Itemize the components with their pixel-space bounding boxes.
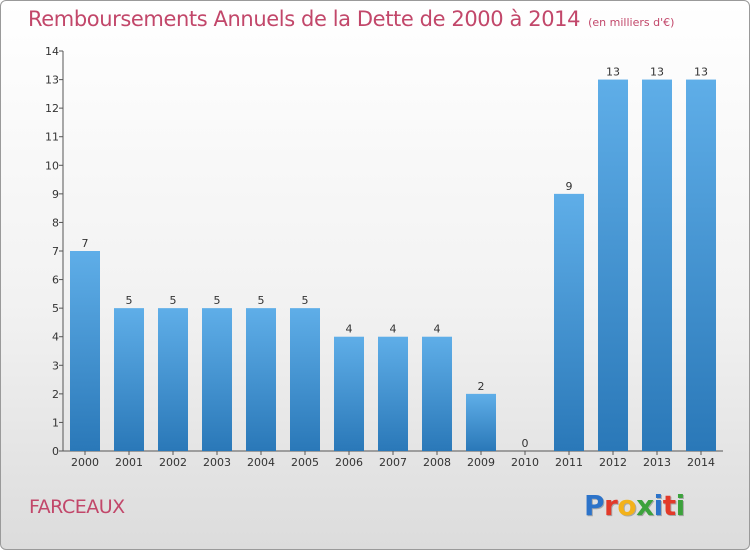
y-tick-label: 4	[52, 331, 59, 344]
bar-value-label: 5	[302, 294, 309, 307]
x-tick-label: 2007	[379, 456, 407, 469]
bar-value-label: 13	[694, 66, 708, 79]
bar-value-label: 7	[82, 237, 89, 250]
x-tick-label: 2008	[423, 456, 451, 469]
x-tick-label: 2014	[687, 456, 715, 469]
bar-value-label: 2	[478, 380, 485, 393]
y-tick-label: 5	[52, 302, 59, 315]
y-tick-label: 10	[45, 159, 59, 172]
bar	[290, 308, 320, 451]
x-tick-label: 2005	[291, 456, 319, 469]
bar	[246, 308, 276, 451]
bar-value-label: 13	[650, 66, 664, 79]
bar	[554, 193, 584, 451]
x-tick-label: 2003	[203, 456, 231, 469]
x-tick-label: 2010	[511, 456, 539, 469]
y-tick-label: 1	[52, 416, 59, 429]
chart-title-text: Remboursements Annuels de la Dette de 20…	[28, 7, 581, 31]
bar	[158, 308, 188, 451]
logo-letter: P	[584, 489, 605, 522]
bar-value-label: 5	[170, 294, 177, 307]
y-tick-label: 13	[45, 74, 59, 87]
bar-value-label: 13	[606, 66, 620, 79]
bar-value-label: 5	[258, 294, 265, 307]
x-tick-label: 2011	[555, 456, 583, 469]
bar	[70, 251, 100, 451]
x-tick-label: 2004	[247, 456, 275, 469]
bar	[466, 393, 496, 451]
bar-value-label: 5	[214, 294, 221, 307]
y-tick-label: 2	[52, 388, 59, 401]
y-tick-label: 3	[52, 359, 59, 372]
y-tick-label: 11	[45, 131, 59, 144]
y-tick-label: 8	[52, 216, 59, 229]
bar-value-label: 0	[522, 437, 529, 450]
y-tick-label: 14	[45, 45, 59, 58]
bar	[642, 79, 672, 452]
bar-value-label: 9	[566, 180, 573, 193]
logo-letter: i	[675, 489, 686, 522]
x-tick-label: 2000	[71, 456, 99, 469]
y-tick-label: 6	[52, 274, 59, 287]
proxiti-logo: Proxiti	[584, 489, 685, 522]
bar-value-label: 4	[434, 323, 441, 336]
bar	[378, 336, 408, 451]
x-tick-label: 2013	[643, 456, 671, 469]
x-tick-label: 2001	[115, 456, 143, 469]
bar	[202, 308, 232, 451]
y-tick-label: 0	[52, 445, 59, 458]
chart-title-unit: (en milliers d'€)	[588, 16, 675, 29]
chart-title: Remboursements Annuels de la Dette de 20…	[28, 7, 674, 31]
logo-letter: o	[617, 489, 637, 522]
bar	[114, 308, 144, 451]
y-tick-label: 12	[45, 102, 59, 115]
bar	[334, 336, 364, 451]
logo-letter: r	[604, 489, 618, 522]
y-tick-label: 9	[52, 188, 59, 201]
logo-letter: t	[662, 489, 676, 522]
x-tick-label: 2012	[599, 456, 627, 469]
x-tick-label: 2009	[467, 456, 495, 469]
logo-letter: i	[653, 489, 664, 522]
bar	[422, 336, 452, 451]
x-tick-label: 2006	[335, 456, 363, 469]
logo-letter: x	[636, 489, 654, 522]
bar-value-label: 4	[390, 323, 397, 336]
y-tick-label: 7	[52, 245, 59, 258]
bar	[686, 79, 716, 452]
x-tick-label: 2002	[159, 456, 187, 469]
bar-value-label: 5	[126, 294, 133, 307]
bar-value-label: 4	[346, 323, 353, 336]
commune-name: FARCEAUX	[29, 496, 125, 518]
bar	[598, 79, 628, 452]
